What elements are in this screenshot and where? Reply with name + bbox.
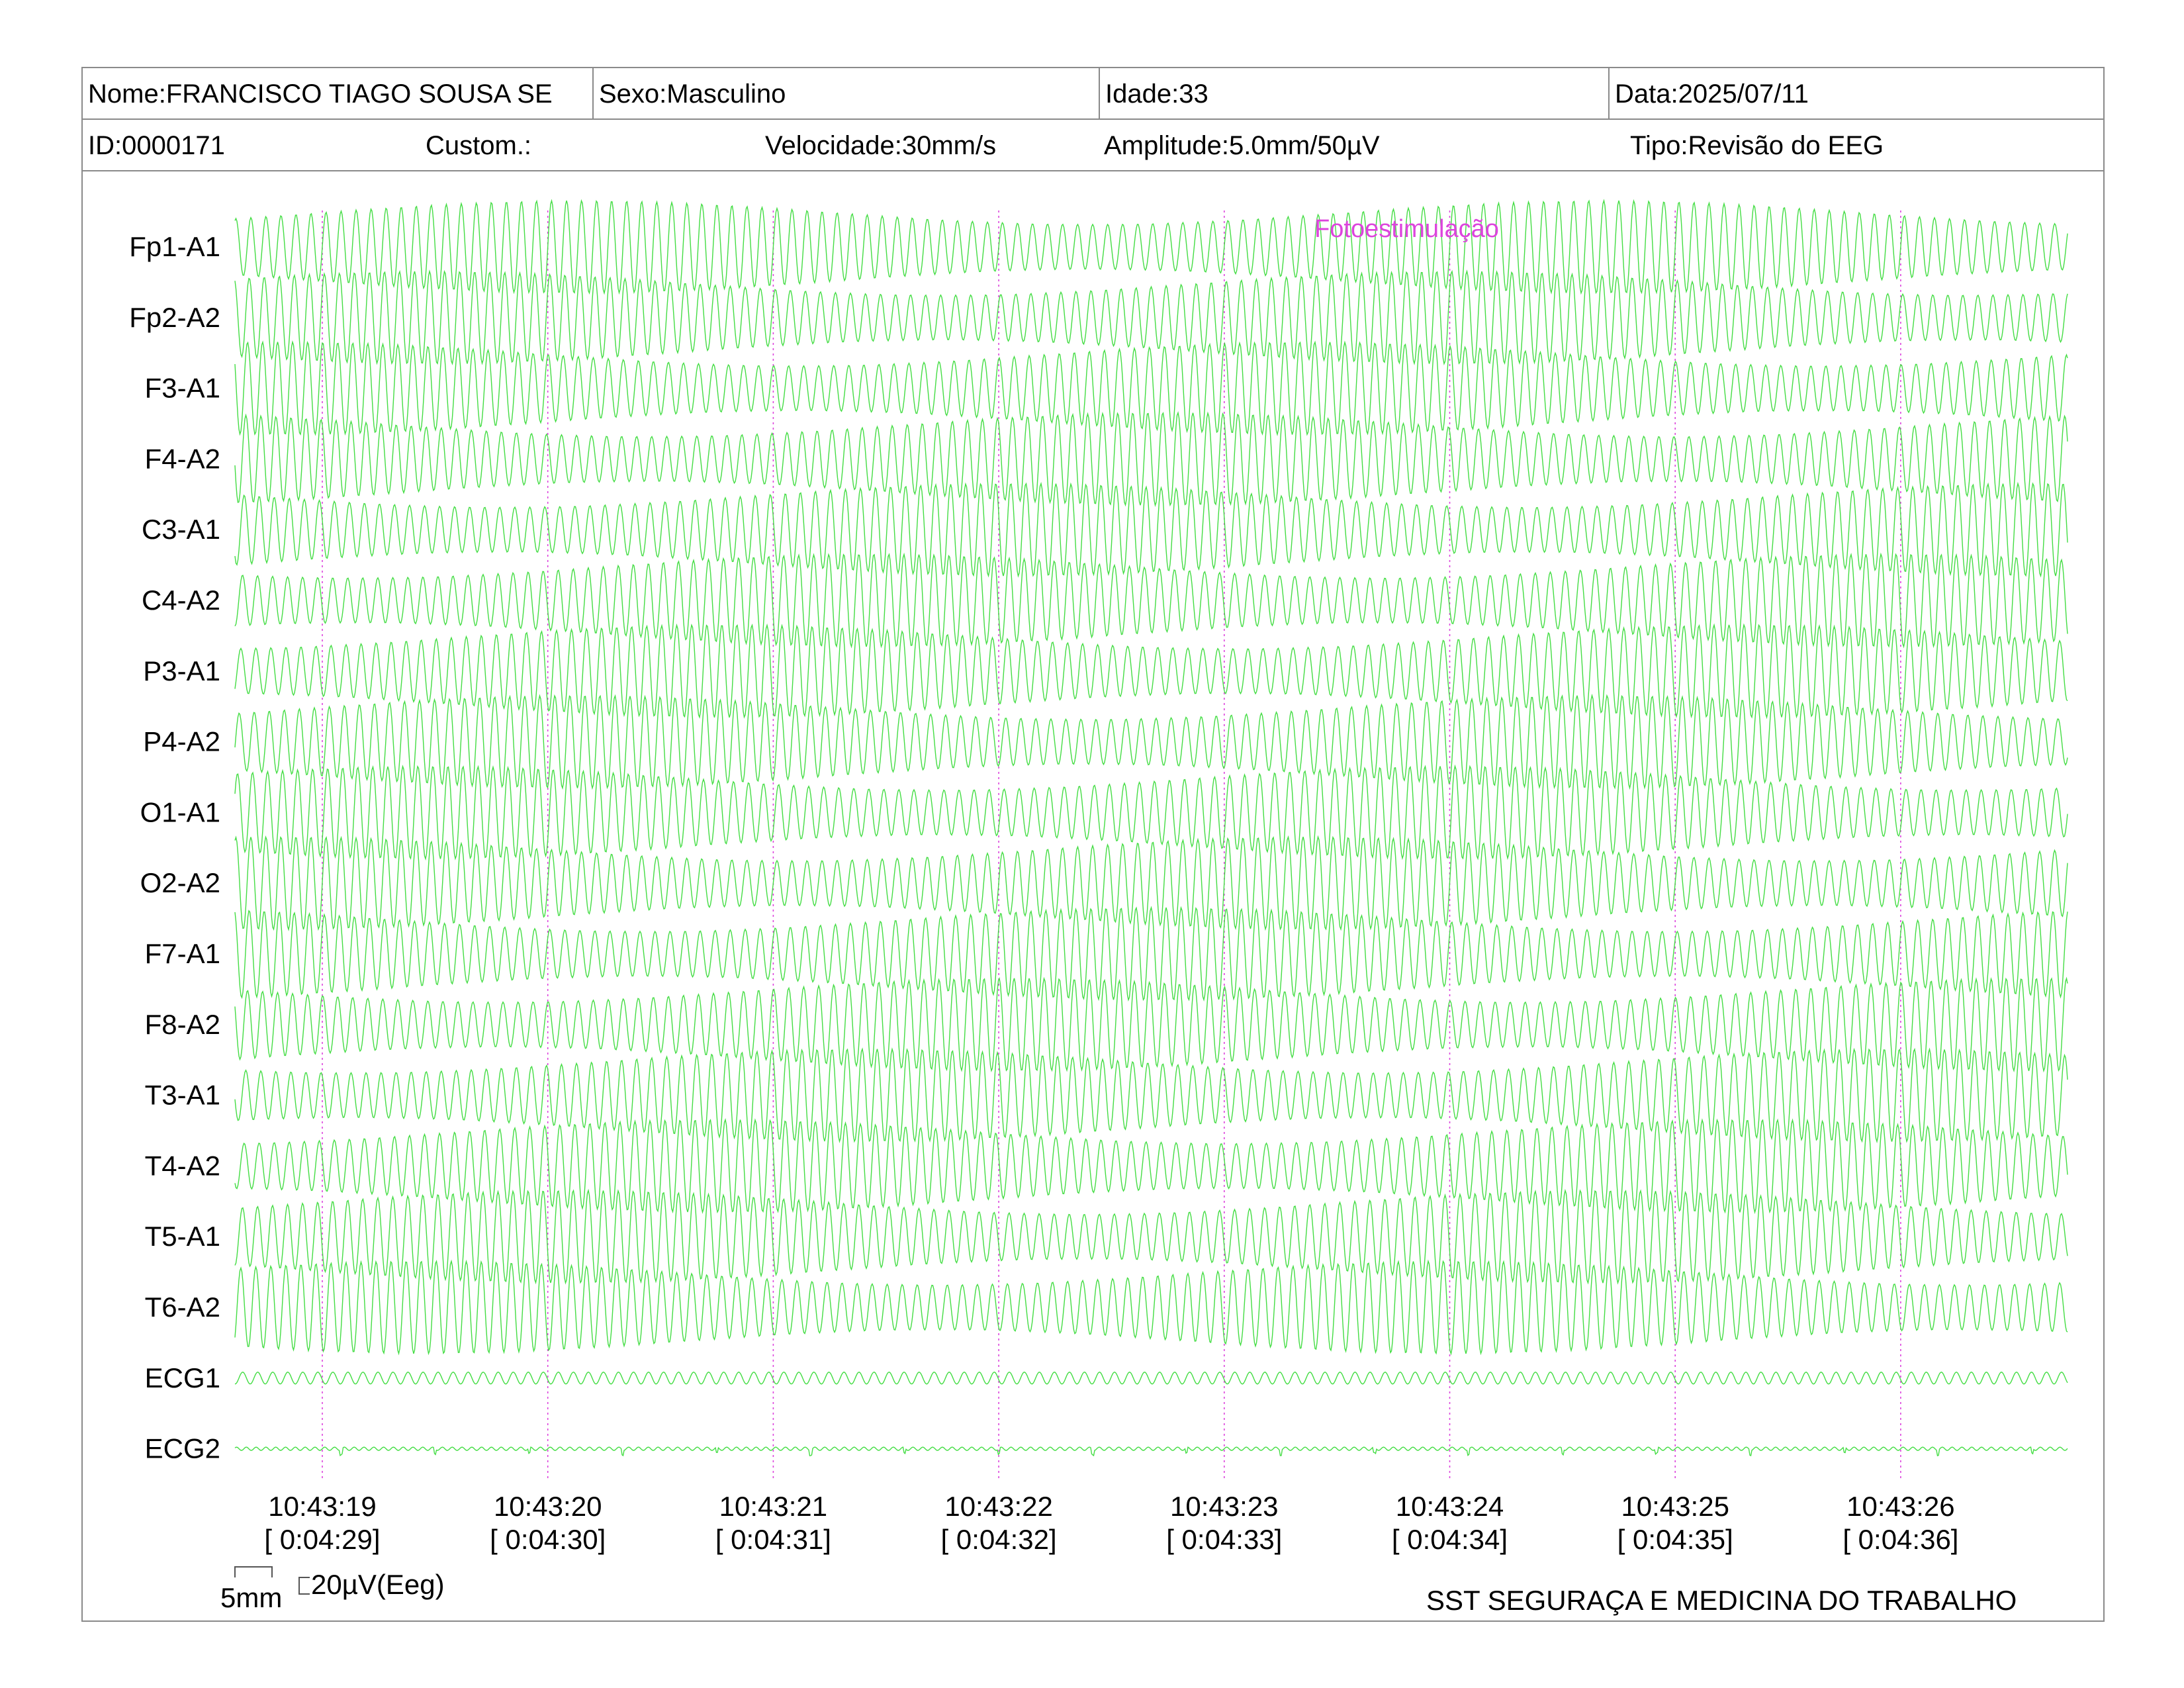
time-tick-elapsed: [ 0:04:36]: [1843, 1524, 1958, 1555]
channel-trace: [234, 340, 2068, 436]
channel-trace: [234, 906, 2068, 1002]
time-tick-elapsed: [ 0:04:29]: [264, 1524, 380, 1555]
time-tick-clock: 10:43:26: [1846, 1491, 1955, 1522]
channel-trace: [234, 199, 2068, 295]
time-tick-clock: 10:43:24: [1396, 1491, 1504, 1522]
channel-label: ECG1: [145, 1362, 220, 1393]
time-tick-clock: 10:43:23: [1170, 1491, 1279, 1522]
time-tick-elapsed: [ 0:04:35]: [1617, 1524, 1733, 1555]
channel-label: F3-A1: [145, 373, 220, 404]
channel-label: T3-A1: [145, 1080, 220, 1111]
channel-label: Fp2-A2: [129, 302, 220, 333]
channel-label: F8-A2: [145, 1009, 220, 1040]
time-tick-elapsed: [ 0:04:30]: [490, 1524, 606, 1555]
channel-label: P4-A2: [143, 726, 220, 757]
channel-trace: [234, 764, 2068, 861]
time-scale-label: 5mm: [220, 1582, 282, 1613]
amplitude-setting: Amplitude:5.0mm/50µV: [1104, 131, 1380, 160]
amplitude-scale-bracket: [298, 1577, 310, 1595]
channel-label: C3-A1: [142, 514, 220, 545]
channel-label: F4-A2: [145, 443, 220, 474]
channel-label: Fp1-A1: [129, 231, 220, 262]
time-tick-elapsed: [ 0:04:34]: [1392, 1524, 1508, 1555]
time-tick-elapsed: [ 0:04:33]: [1166, 1524, 1282, 1555]
time-scale-bracket: [234, 1566, 273, 1577]
header-row-patient: Nome:FRANCISCO TIAGO SOUSA SE Sexo:Mascu…: [83, 68, 2103, 120]
header-row-settings: ID:0000171 Custom.: Velocidade:30mm/s Am…: [83, 120, 2103, 171]
custom-field: Custom.:: [426, 131, 532, 160]
channel-trace: [234, 1188, 2068, 1285]
time-tick-clock: 10:43:19: [268, 1491, 377, 1522]
channel-trace: [234, 269, 2068, 365]
channel-label: T4-A2: [145, 1150, 220, 1181]
channel-trace: [234, 411, 2068, 508]
channel-trace: [234, 1446, 2068, 1457]
time-tick-clock: 10:43:25: [1621, 1491, 1729, 1522]
scale-calibration: 5mm 20µV(Eeg): [220, 1566, 445, 1613]
time-tick-clock: 10:43:22: [944, 1491, 1053, 1522]
patient-age: Idade:33: [1099, 68, 1608, 120]
channel-label: O2-A2: [140, 867, 220, 898]
exam-date: Data:2025/07/11: [1608, 68, 2103, 120]
photostimulation-annotation: Fotoestimulação: [1314, 215, 1499, 243]
channel-label: ECG2: [145, 1433, 220, 1464]
time-tick-labels: 10:43:19[ 0:04:29] 10:43:20[ 0:04:30] 10:4…: [264, 1491, 1958, 1555]
time-tick-clock: 10:43:21: [719, 1491, 828, 1522]
patient-sex: Sexo:Masculino: [592, 68, 1099, 120]
channel-trace: [234, 481, 2068, 578]
channel-label: F7-A1: [145, 938, 220, 969]
channel-label: T6-A2: [145, 1291, 220, 1323]
channel-trace: [234, 1259, 2068, 1356]
time-tick-elapsed: [ 0:04:32]: [941, 1524, 1057, 1555]
company-footer: SST SEGURAÇA E MEDICINA DO TRABALHO: [1426, 1585, 2017, 1616]
channel-trace: [234, 623, 2068, 720]
channel-label: O1-A1: [140, 796, 220, 827]
patient-id: ID:0000171: [88, 131, 225, 160]
time-markers: [322, 211, 1901, 1481]
channel-trace: [234, 835, 2068, 931]
time-tick-clock: 10:43:20: [494, 1491, 602, 1522]
amplitude-scale-label: 20µV(Eeg): [311, 1569, 445, 1600]
channel-labels: Fp1-A1 Fp2-A2 F3-A1 F4-A2 C3-A1 C4-A2 P3-A1 P4-…: [129, 231, 220, 1464]
time-tick-elapsed: [ 0:04:31]: [715, 1524, 831, 1555]
channel-trace: [234, 552, 2068, 649]
channel-trace: [234, 1372, 2068, 1385]
channel-label: P3-A1: [143, 655, 220, 686]
eeg-traces: [234, 199, 2068, 1457]
channel-trace: [234, 976, 2068, 1073]
eeg-report-sheet: Nome:FRANCISCO TIAGO SOUSA SE Sexo:Mascu…: [81, 67, 2105, 1622]
paper-speed: Velocidade:30mm/s: [765, 131, 997, 160]
patient-name: Nome:FRANCISCO TIAGO SOUSA SE: [88, 79, 553, 109]
channel-trace: [234, 1118, 2068, 1215]
review-type: Tipo:Revisão do EEG: [1630, 131, 1884, 160]
channel-trace: [234, 1047, 2068, 1144]
channel-label: T5-A1: [145, 1221, 220, 1252]
channel-label: C4-A2: [142, 585, 220, 616]
channel-trace: [234, 693, 2068, 790]
